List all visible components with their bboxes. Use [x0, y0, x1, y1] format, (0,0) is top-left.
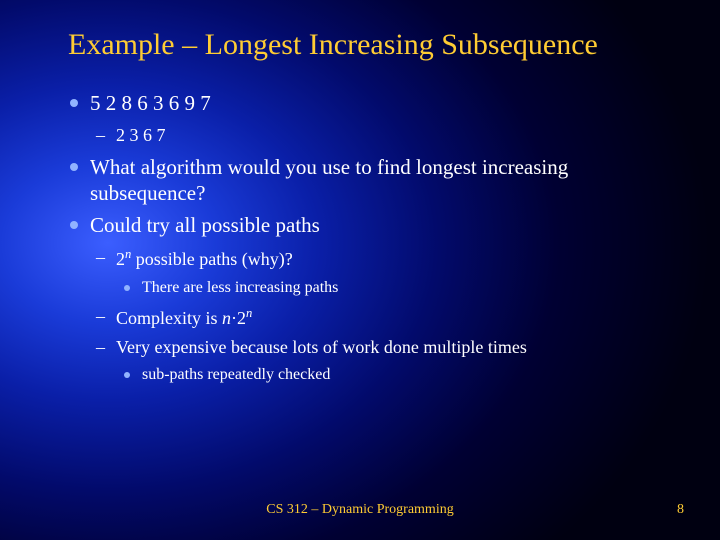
- bullet-text: Could try all possible paths: [90, 213, 320, 237]
- slide-title: Example – Longest Increasing Subsequence: [68, 28, 680, 62]
- bullet-item: Could try all possible paths 2n possible…: [64, 212, 680, 386]
- bullet-item: 5 2 8 6 3 6 9 7 2 3 6 7: [64, 90, 680, 148]
- bullet-item: What algorithm would you use to find lon…: [64, 154, 680, 207]
- bullet-text: 5 2 8 6 3 6 9 7: [90, 91, 211, 115]
- slide-content: 5 2 8 6 3 6 9 7 2 3 6 7 What algorithm w…: [40, 90, 680, 386]
- sub-bullet-text: 2n possible paths (why)?: [116, 249, 293, 269]
- slide: Example – Longest Increasing Subsequence…: [0, 0, 720, 540]
- sub-bullet-item: Complexity is n·2n: [90, 305, 680, 330]
- sub-bullet-text: Very expensive because lots of work done…: [116, 337, 527, 357]
- bullet-list: 5 2 8 6 3 6 9 7 2 3 6 7 What algorithm w…: [64, 90, 680, 386]
- sub-bullet-list: 2n possible paths (why)? There are less …: [90, 246, 680, 386]
- subsub-bullet-list: sub-paths repeatedly checked: [116, 365, 680, 386]
- subsub-bullet-list: There are less increasing paths: [116, 278, 680, 299]
- sub-bullet-item: 2n possible paths (why)? There are less …: [90, 246, 680, 298]
- sub-bullet-text: 2 3 6 7: [116, 125, 166, 145]
- sub-bullet-item: 2 3 6 7: [90, 124, 680, 147]
- subsub-bullet-text: sub-paths repeatedly checked: [142, 366, 330, 383]
- sub-bullet-text: Complexity is n·2n: [116, 308, 252, 328]
- sub-bullet-list: 2 3 6 7: [90, 124, 680, 147]
- sub-bullet-item: Very expensive because lots of work done…: [90, 336, 680, 386]
- subsub-bullet-item: There are less increasing paths: [116, 278, 680, 299]
- subsub-bullet-text: There are less increasing paths: [142, 279, 338, 296]
- subsub-bullet-item: sub-paths repeatedly checked: [116, 365, 680, 386]
- footer-page-number: 8: [677, 502, 684, 518]
- bullet-text: What algorithm would you use to find lon…: [90, 155, 568, 205]
- footer-course: CS 312 – Dynamic Programming: [0, 502, 720, 518]
